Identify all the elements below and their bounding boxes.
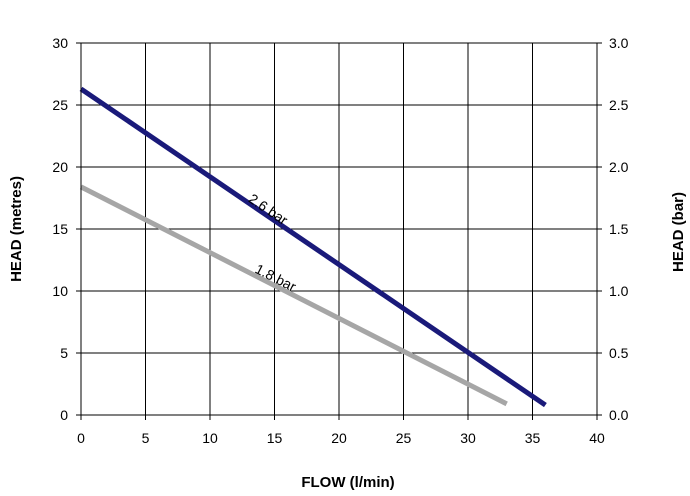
series-label-1: 2.6 bar — [246, 190, 291, 228]
series-line-2 — [79, 184, 508, 407]
y2-tick-label: 0.0 — [609, 407, 629, 423]
y-axis-title: HEAD (metres) — [8, 176, 25, 282]
x-tick-label: 20 — [331, 430, 347, 446]
y2-axis-ticks: 0.0 0.5 1.0 1.5 2.0 2.5 3.0 — [597, 35, 629, 423]
series-labels: 2.6 bar 1.8 bar — [246, 190, 299, 294]
y-tick-label: 5 — [60, 345, 68, 361]
y2-axis-title: HEAD (bar) — [670, 192, 687, 272]
x-tick-label: 15 — [267, 430, 283, 446]
series-lines — [79, 86, 547, 408]
y2-tick-label: 1.0 — [609, 283, 629, 299]
x-tick-label: 10 — [202, 430, 218, 446]
x-tick-label: 35 — [525, 430, 541, 446]
y2-tick-label: 1.5 — [609, 221, 629, 237]
y-axis-ticks: 0 5 10 15 20 25 30 — [52, 35, 81, 423]
x-tick-label: 40 — [589, 430, 605, 446]
y-tick-label: 15 — [52, 221, 68, 237]
y-tick-label: 20 — [52, 159, 68, 175]
series-line-1 — [79, 86, 547, 408]
y-tick-label: 0 — [60, 407, 68, 423]
x-tick-label: 25 — [396, 430, 412, 446]
y2-tick-label: 0.5 — [609, 345, 629, 361]
y2-tick-label: 3.0 — [609, 35, 629, 51]
grid — [81, 43, 597, 415]
y-tick-label: 10 — [52, 283, 68, 299]
series-label-2: 1.8 bar — [253, 261, 299, 295]
y2-tick-label: 2.5 — [609, 97, 629, 113]
y-tick-label: 30 — [52, 35, 68, 51]
x-tick-label: 0 — [77, 430, 85, 446]
x-axis-title: FLOW (l/min) — [301, 474, 394, 491]
y-tick-label: 25 — [52, 97, 68, 113]
x-tick-label: 5 — [142, 430, 150, 446]
y2-tick-label: 2.0 — [609, 159, 629, 175]
x-axis-ticks: 0 5 10 15 20 25 30 35 40 — [77, 415, 605, 446]
x-tick-label: 30 — [460, 430, 476, 446]
